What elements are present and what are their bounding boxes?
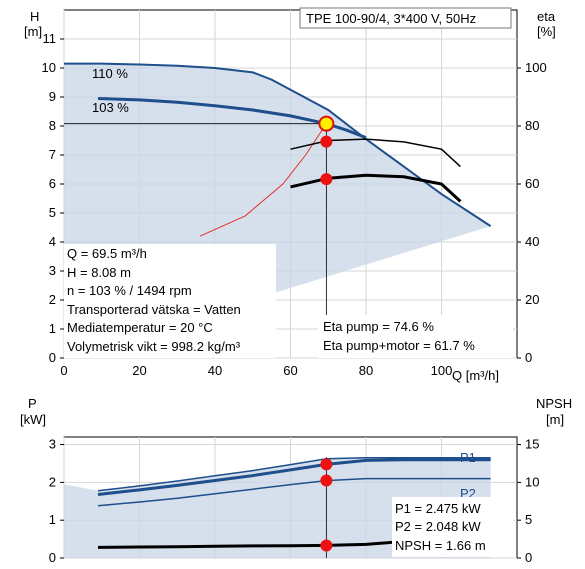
series-label-p1: P1 <box>460 450 476 465</box>
top-y-tick-label: 0 <box>49 350 56 365</box>
eta-pump-label: Eta pump = 74.6 % <box>323 319 434 334</box>
bottom-ylabel-right-line1: NPSH <box>536 396 572 411</box>
curve-p1 <box>97 458 491 496</box>
top-x-tick-label: 80 <box>359 363 373 378</box>
series-label-110: 110 % <box>92 66 128 81</box>
eta-pump-point <box>320 135 333 148</box>
top-y-tick-label: 4 <box>49 234 56 249</box>
top-ylabel-right-line1: eta <box>537 9 556 24</box>
top-y-right-tick-label: 0 <box>525 350 532 365</box>
top-tick-labels: 0 20 40 60 80 100 0 1 2 3 4 5 6 7 8 9 10 11 0 20 40 60 80 100 <box>42 31 547 378</box>
top-y-tick-label: 5 <box>49 205 56 220</box>
eta-motor-point <box>320 173 333 186</box>
title-box <box>299 7 512 29</box>
curve-npsh <box>97 539 404 549</box>
p2-point <box>320 474 333 487</box>
npsh-point <box>320 539 333 552</box>
info-density: Volymetrisk vikt = 998.2 kg/m³ <box>67 339 241 354</box>
top-y-tick-label: 8 <box>49 118 56 133</box>
top-y-right-tick-label: 40 <box>525 234 539 249</box>
top-x-tick-label: 100 <box>431 363 453 378</box>
info-h: H = 8.08 m <box>67 265 131 280</box>
bottom-y-right-tick-label: 15 <box>525 437 539 452</box>
bottom-ylabel-right-line2: [m] <box>546 412 564 427</box>
bottom-ylabel-left-line1: P <box>28 396 37 411</box>
info-n: n = 103 % / 1494 rpm <box>67 283 192 298</box>
top-y-tick-label: 7 <box>49 147 56 162</box>
p1-point <box>320 458 333 471</box>
top-y-right-tick-label: 20 <box>525 292 539 307</box>
eta-motor-label: Eta pump+motor = 61.7 % <box>323 338 475 353</box>
eta-box <box>318 315 513 358</box>
bottom-y-tick-label: 2 <box>49 474 56 489</box>
info-temp: Mediatemperatur = 20 °C <box>67 320 213 335</box>
top-x-tick-label: 20 <box>132 363 146 378</box>
top-ylabel-left-line2: [m] <box>24 24 42 39</box>
info-box <box>64 244 276 358</box>
bottom-tick-labels: 0 1 2 3 0 5 10 15 <box>49 437 540 565</box>
top-y-tick-label: 11 <box>43 31 57 46</box>
bottom-y-tick-label: 0 <box>49 550 56 565</box>
top-chart: 0 20 40 60 80 100 0 1 2 3 4 5 6 7 8 9 10 11 0 20 40 60 80 100 H… <box>24 7 556 383</box>
top-y-right-tick-label: 60 <box>525 176 539 191</box>
power-box <box>392 497 513 557</box>
top-x-tick-label: 0 <box>60 363 67 378</box>
bottom-y-right-tick-label: 5 <box>525 512 532 527</box>
top-ylabel-left-line1: H <box>30 9 39 24</box>
curve-110-percent <box>64 62 492 227</box>
top-y-right-tick-label: 80 <box>525 118 539 133</box>
bottom-y-tick-label: 3 <box>49 437 56 452</box>
top-y-tick-label: 9 <box>49 89 56 104</box>
npsh-label: NPSH = 1.66 m <box>395 538 486 553</box>
bottom-operating-area <box>64 457 491 558</box>
top-y-tick-label: 1 <box>49 321 56 336</box>
top-y-right-tick-label: 100 <box>525 60 547 75</box>
chart-title: TPE 100-90/4, 3*400 V, 50Hz <box>306 11 476 26</box>
p1-label: P1 = 2.475 kW <box>395 501 481 516</box>
bottom-curves <box>97 457 491 558</box>
bottom-y-right-tick-label: 10 <box>525 474 539 489</box>
curve-103-percent <box>97 97 367 139</box>
bottom-y-right-tick-label: 0 <box>525 550 532 565</box>
top-y-tick-label: 6 <box>49 176 56 191</box>
curve-p2 <box>97 477 491 507</box>
info-q: Q = 69.5 m³/h <box>67 246 147 261</box>
top-x-tick-label: 60 <box>283 363 297 378</box>
p2-label: P2 = 2.048 kW <box>395 519 481 534</box>
top-x-tick-label: 40 <box>208 363 222 378</box>
bottom-operating-points <box>320 458 333 552</box>
bottom-y-tick-label: 1 <box>49 512 56 527</box>
top-ylabel-right-line2: [%] <box>537 24 556 39</box>
info-liquid: Transporterad vätska = Vatten <box>67 302 241 317</box>
series-label-103: 103 % <box>92 100 129 115</box>
bottom-ylabel-left-line2: [kW] <box>20 412 46 427</box>
top-y-tick-label: 10 <box>42 60 56 75</box>
top-operating-points <box>318 115 335 186</box>
operating-point-marker <box>318 115 335 132</box>
top-y-tick-label: 2 <box>49 292 56 307</box>
bottom-shaded-area <box>64 457 491 558</box>
top-y-tick-label: 3 <box>49 263 56 278</box>
top-xlabel: Q [m³/h] <box>452 368 499 383</box>
curve-p1-max <box>97 457 491 492</box>
